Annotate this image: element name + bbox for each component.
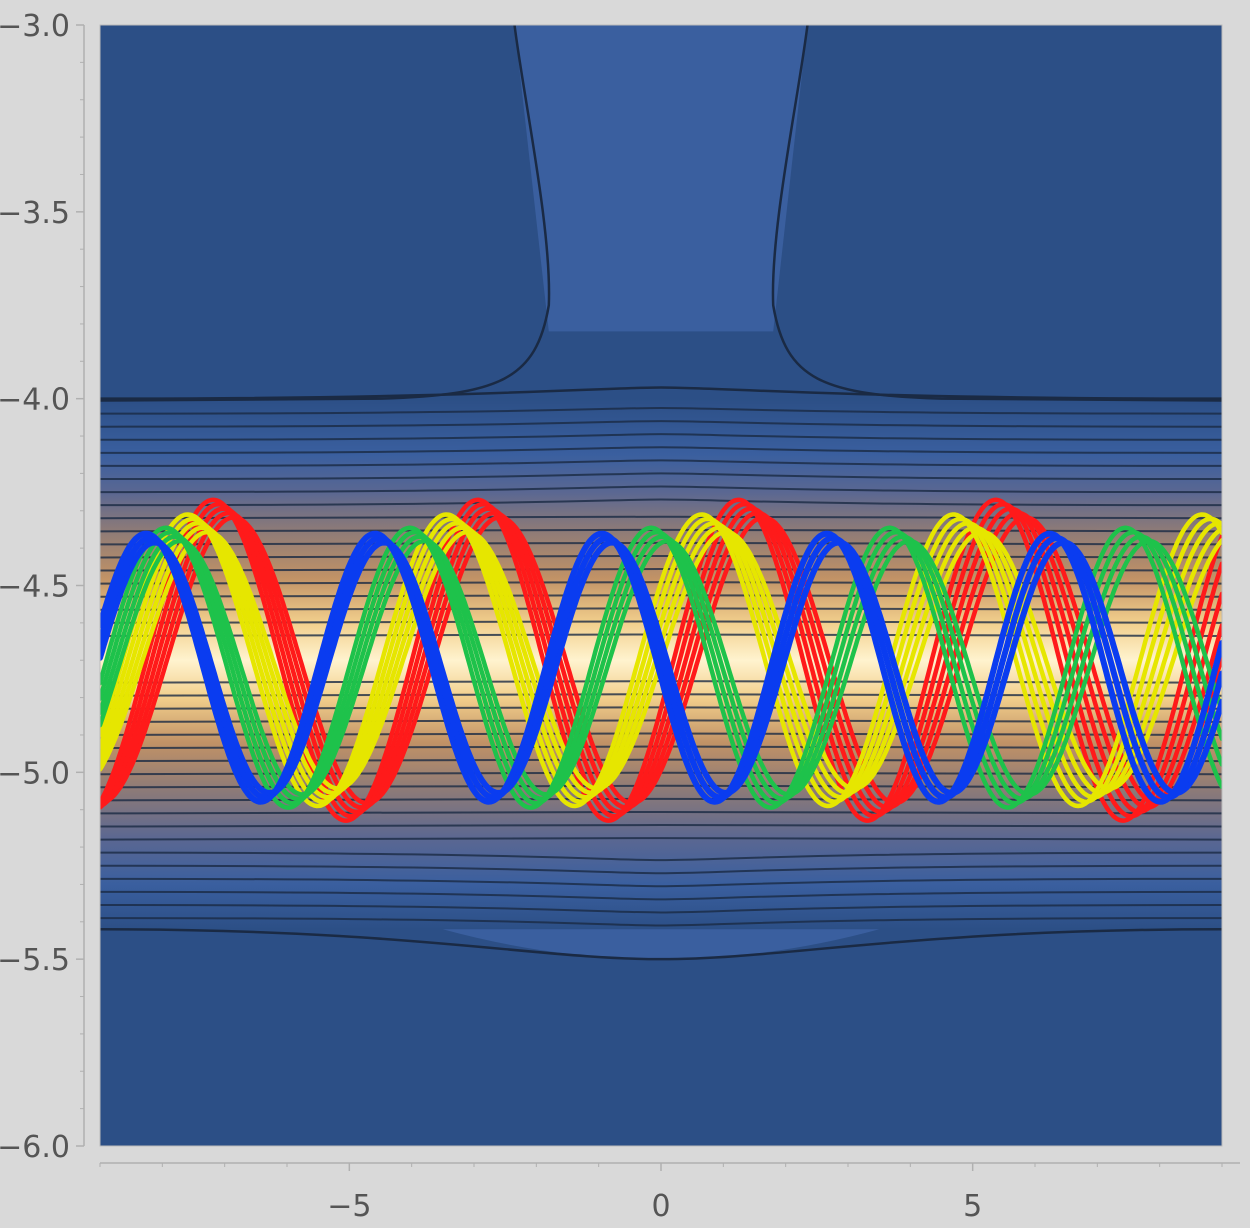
series-4 xyxy=(100,530,1222,805)
contour-line-ridge-right xyxy=(771,25,1222,402)
y-tick-label: −5.0 xyxy=(0,756,70,791)
series-1-line xyxy=(100,515,1222,806)
y-ticks: −3.0 −3.5 −4.0 −4.5 −5.0 −5.5 −6.0 xyxy=(0,9,84,1165)
contour-line xyxy=(100,485,1222,494)
contour-line xyxy=(100,877,1222,888)
contour-line-upper xyxy=(100,386,1222,400)
contour-line xyxy=(100,515,1222,520)
plot-frame xyxy=(99,24,1223,1147)
y-tick-label: −5.5 xyxy=(0,943,70,978)
contour-line xyxy=(100,810,1222,815)
contour-line xyxy=(100,498,1222,507)
contour-line xyxy=(100,824,1222,828)
contour-line xyxy=(100,903,1222,914)
contour-line xyxy=(100,472,1222,481)
series-1-line xyxy=(100,510,1222,810)
series-3-line xyxy=(100,525,1222,810)
series-3 xyxy=(100,525,1222,810)
x-tick-label: 5 xyxy=(963,1189,982,1224)
y-axis: −3.0 −3.5 −4.0 −4.5 −5.0 −5.5 −6.0 xyxy=(0,9,85,1165)
series-4-line xyxy=(100,530,1222,805)
x-tick-label: −5 xyxy=(327,1189,371,1224)
y-tick-label: −6.0 xyxy=(0,1130,70,1165)
contour-line xyxy=(100,407,1222,415)
x-ticks: −5 0 5 xyxy=(99,1163,1223,1224)
x-axis: −5 0 5 xyxy=(99,1162,1240,1224)
y-tick-label: −4.0 xyxy=(0,383,70,418)
contour-line xyxy=(100,420,1222,428)
y-tick-label: −4.5 xyxy=(0,570,70,605)
plot-area xyxy=(100,25,1222,961)
contour-line xyxy=(100,851,1222,862)
series-1-line xyxy=(100,497,1222,823)
contour-line xyxy=(100,917,1222,927)
y-tick-label: −3.5 xyxy=(0,196,70,231)
contour-line xyxy=(100,890,1222,901)
contour-line xyxy=(100,446,1222,454)
series-2-line xyxy=(100,521,1222,800)
series-1-line xyxy=(100,506,1222,815)
x-tick-label: 0 xyxy=(651,1189,670,1224)
contour-line xyxy=(100,433,1222,441)
trajectory-series xyxy=(100,497,1222,823)
y-tick-label: −3.0 xyxy=(0,9,70,44)
lower-bulge-region xyxy=(442,929,880,960)
contour-line xyxy=(100,864,1222,875)
contour-line xyxy=(100,837,1222,841)
series-2-line xyxy=(100,516,1222,804)
contour-line-lower xyxy=(100,928,1222,961)
series-3-line xyxy=(100,534,1222,802)
ridge-region xyxy=(514,25,808,332)
contour-line xyxy=(100,459,1222,467)
contour-line-ridge-left xyxy=(100,25,551,402)
